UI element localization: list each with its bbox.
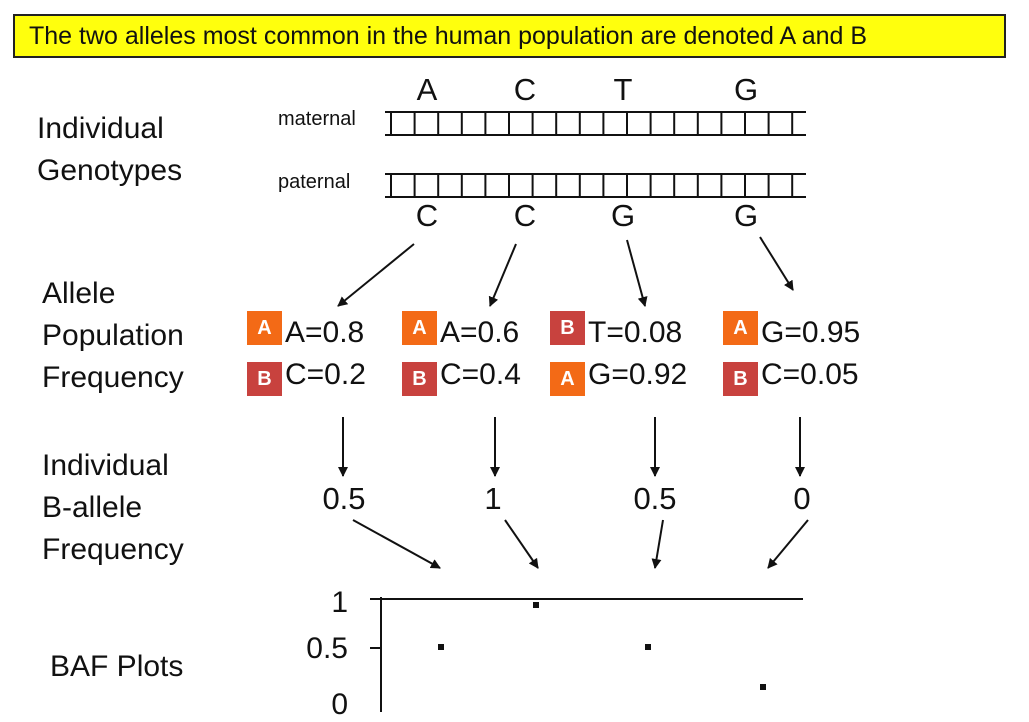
paternal-base-3: G	[610, 198, 636, 233]
baf-point-4	[760, 684, 766, 690]
paternal-base-4: G	[733, 198, 759, 233]
paternal-label: paternal	[278, 171, 351, 193]
locus1-freq-2: C=0.2	[285, 358, 366, 391]
locus3-freq-2: G=0.92	[588, 358, 688, 391]
plot-tick-label-half: 0.5	[306, 632, 348, 665]
maternal-base-3: T	[613, 72, 633, 107]
population-frequency-label-line3: Frequency	[42, 361, 184, 394]
locus3-freq-1: T=0.08	[588, 316, 683, 349]
population-frequency-label: Allele Population Frequency	[42, 273, 184, 399]
arrow-genotype-locus1	[337, 243, 415, 307]
locus4-badge-1: A	[723, 311, 758, 345]
baf-point-2	[533, 602, 539, 608]
locus2-badge-2: B	[402, 362, 437, 396]
genotypes-label-line1: Individual	[37, 112, 164, 145]
baf-point-3	[645, 644, 651, 650]
locus3-badge-2: A	[550, 362, 585, 396]
locus2-baf: 1	[484, 481, 502, 516]
baf-label-line1: Individual	[42, 449, 169, 482]
genotypes-label-line2: Genotypes	[37, 154, 183, 187]
title-banner: The two alleles most common in the human…	[13, 14, 1006, 58]
locus2-badge-1: A	[402, 311, 437, 345]
baf-label-line3: Frequency	[42, 533, 184, 566]
baf-point-1	[438, 644, 444, 650]
arrow-genotype-locus3	[626, 239, 648, 307]
baf-label: Individual B-allele Frequency	[42, 445, 184, 571]
locus4-freq-1: G=0.95	[761, 316, 861, 349]
locus3-badge-1: B	[550, 311, 585, 345]
paternal-base-2: C	[513, 198, 537, 233]
maternal-base-4: G	[733, 72, 759, 107]
arrow-baf-locus2	[504, 519, 539, 569]
maternal-strand	[385, 111, 806, 136]
baf-plots-label: BAF Plots	[50, 650, 184, 683]
baf-label-line2: B-allele	[42, 491, 143, 524]
paternal-strand	[385, 173, 806, 198]
locus1-freq-1: A=0.8	[285, 316, 365, 349]
maternal-base-1: A	[416, 72, 438, 107]
arrow-baf-locus4	[767, 519, 809, 569]
arrow-baf-locus3	[651, 519, 664, 569]
locus2-freq-2: C=0.4	[440, 358, 521, 391]
maternal-label: maternal	[278, 108, 356, 130]
arrow-genotype-locus2	[488, 243, 517, 307]
locus2-freq-1: A=0.6	[440, 316, 520, 349]
locus3-baf: 0.5	[633, 481, 677, 516]
maternal-base-2: C	[513, 72, 537, 107]
population-frequency-label-line2: Population	[42, 319, 184, 352]
locus4-baf: 0	[793, 481, 811, 516]
population-frequency-label-line1: Allele	[42, 277, 116, 310]
arrow-baf-locus1	[352, 519, 441, 569]
genotypes-label: Individual Genotypes	[37, 108, 182, 192]
locus1-baf: 0.5	[322, 481, 366, 516]
plot-tick-label-1: 1	[331, 586, 348, 619]
paternal-base-1: C	[415, 198, 439, 233]
locus4-badge-2: B	[723, 362, 758, 396]
locus1-badge-2: B	[247, 362, 282, 396]
locus1-badge-1: A	[247, 311, 282, 345]
locus4-freq-2: C=0.05	[761, 358, 859, 391]
arrow-genotype-locus4	[759, 236, 794, 291]
